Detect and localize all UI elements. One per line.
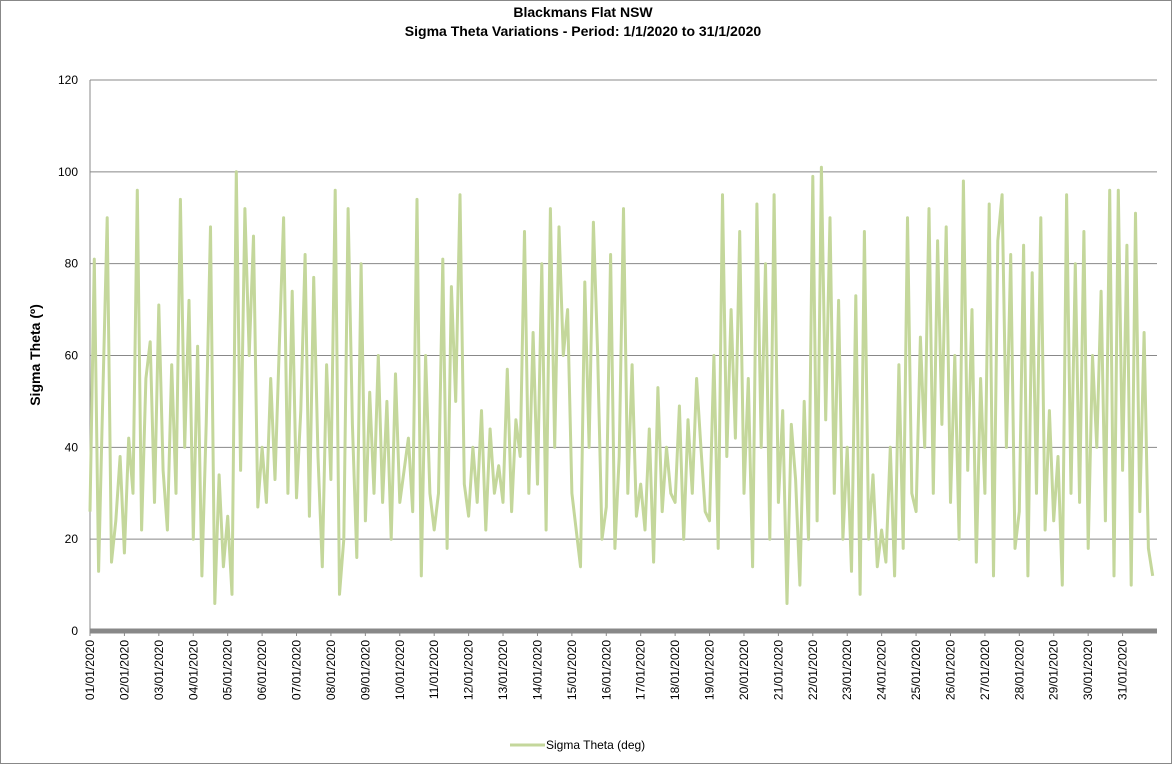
y-tick-label: 80 xyxy=(65,257,79,271)
x-tick-label: 21/01/2020 xyxy=(771,640,785,700)
x-tick-label: 08/01/2020 xyxy=(324,640,338,700)
x-tick-label: 06/01/2020 xyxy=(255,640,269,700)
x-tick-label: 30/01/2020 xyxy=(1081,640,1095,700)
x-tick-label: 23/01/2020 xyxy=(840,640,854,700)
x-tick-label: 01/01/2020 xyxy=(83,640,97,700)
x-tick-label: 31/01/2020 xyxy=(1116,640,1130,700)
y-tick-label: 0 xyxy=(71,624,78,638)
x-tick-label: 03/01/2020 xyxy=(152,640,166,700)
x-tick-label: 02/01/2020 xyxy=(117,640,131,700)
y-tick-label: 100 xyxy=(58,165,78,179)
x-tick-label: 26/01/2020 xyxy=(943,640,957,700)
x-tick-label: 22/01/2020 xyxy=(806,640,820,700)
x-tick-label: 12/01/2020 xyxy=(462,640,476,700)
x-tick-label: 07/01/2020 xyxy=(290,640,304,700)
x-tick-label: 29/01/2020 xyxy=(1047,640,1061,700)
x-tick-label: 04/01/2020 xyxy=(186,640,200,700)
x-tick-label: 20/01/2020 xyxy=(737,640,751,700)
y-tick-label: 60 xyxy=(65,349,79,363)
x-tick-label: 09/01/2020 xyxy=(358,640,372,700)
y-tick-label: 40 xyxy=(65,440,79,454)
x-tick-label: 19/01/2020 xyxy=(703,640,717,700)
chart-subtitle: Sigma Theta Variations - Period: 1/1/202… xyxy=(405,23,762,39)
x-tick-label: 28/01/2020 xyxy=(1012,640,1026,700)
x-tick-label: 15/01/2020 xyxy=(565,640,579,700)
data-line xyxy=(88,165,1155,605)
x-tick-label: 13/01/2020 xyxy=(496,640,510,700)
legend-label: Sigma Theta (deg) xyxy=(546,738,645,752)
x-tick-label: 16/01/2020 xyxy=(599,640,613,700)
x-tick-label: 25/01/2020 xyxy=(909,640,923,700)
x-tick-label: 27/01/2020 xyxy=(978,640,992,700)
x-tick-label: 14/01/2020 xyxy=(530,640,544,700)
x-tick-label: 17/01/2020 xyxy=(634,640,648,700)
chart-title: Blackmans Flat NSW xyxy=(513,4,653,20)
x-tick-label: 10/01/2020 xyxy=(393,640,407,700)
y-tick-label: 120 xyxy=(58,73,78,87)
y-tick-label: 20 xyxy=(65,532,79,546)
x-tick-label: 24/01/2020 xyxy=(875,640,889,700)
x-tick-label: 11/01/2020 xyxy=(427,640,441,699)
y-axis-title: Sigma Theta (º) xyxy=(27,304,43,406)
x-tick-label: 05/01/2020 xyxy=(221,640,235,700)
x-tick-label: 18/01/2020 xyxy=(668,640,682,700)
